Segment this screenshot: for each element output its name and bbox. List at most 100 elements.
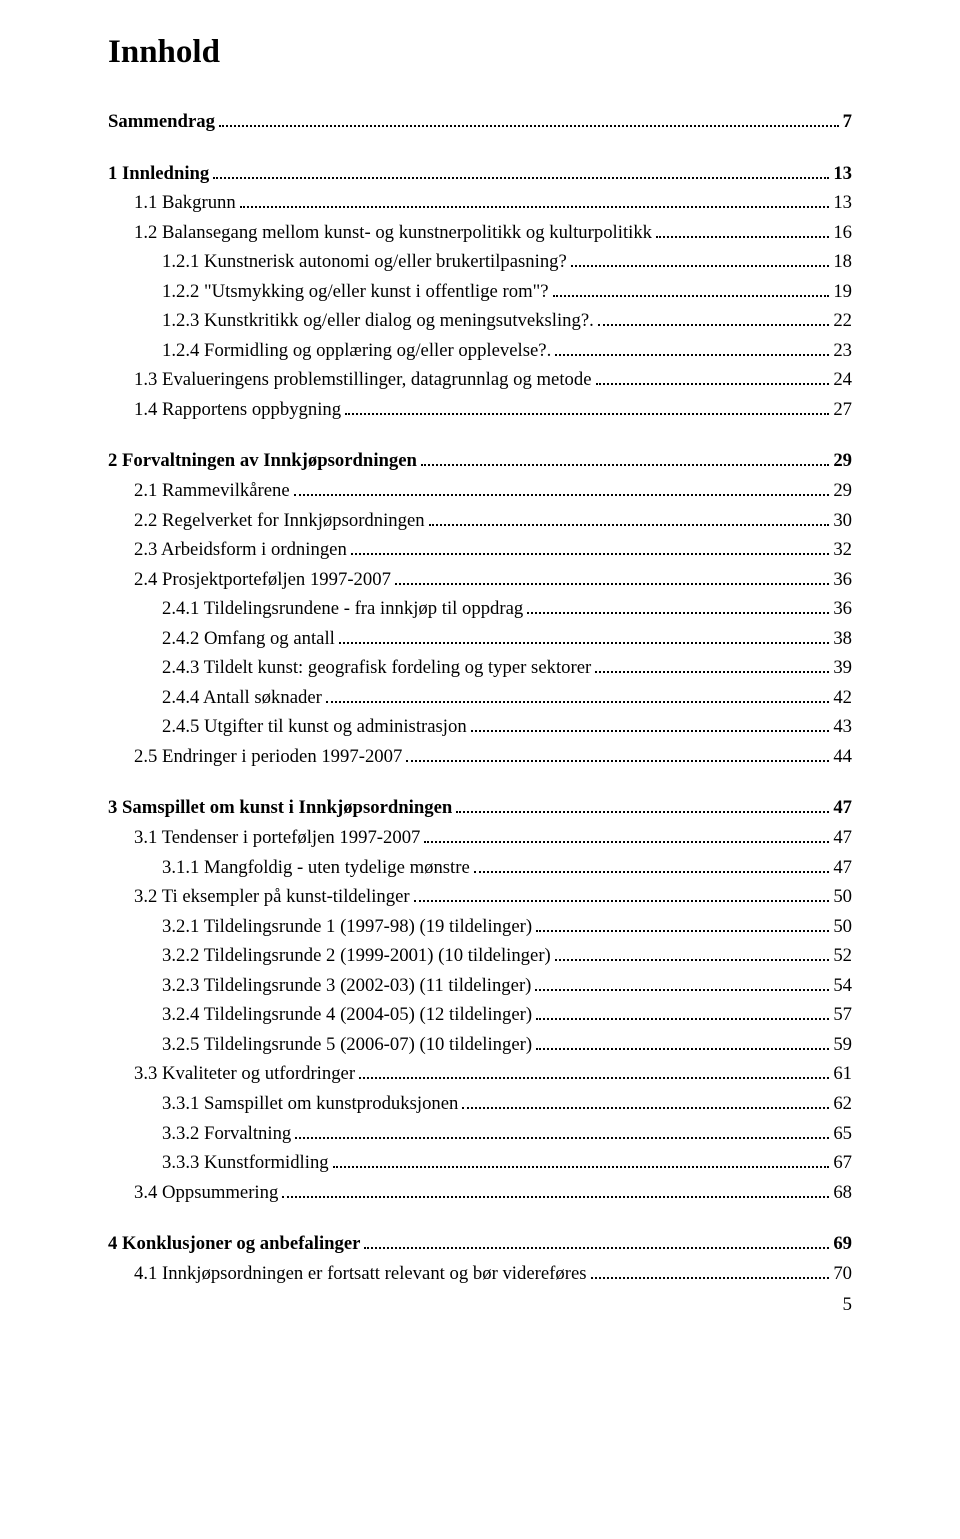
toc-entry: 2.4.3 Tildelt kunst: geografisk fordelin…	[108, 653, 852, 683]
toc-entry: 3.2.3 Tildelingsrunde 3 (2002-03) (11 ti…	[108, 971, 852, 1001]
toc-dot-leader	[536, 1018, 829, 1020]
toc-entry-page: 69	[833, 1229, 852, 1259]
toc-entry-label: 2 Forvaltningen av Innkjøpsordningen	[108, 446, 417, 476]
toc-entry-page: 13	[833, 159, 852, 189]
toc-entry: Sammendrag7	[108, 107, 852, 137]
toc-entry: 1.2.4 Formidling og opplæring og/eller o…	[108, 336, 852, 366]
toc-entry-label: 3.2.5 Tildelingsrunde 5 (2006-07) (10 ti…	[162, 1030, 532, 1060]
toc-entry-label: 3.2.3 Tildelingsrunde 3 (2002-03) (11 ti…	[162, 971, 531, 1001]
toc-entry: 1.4 Rapportens oppbygning27	[108, 395, 852, 425]
toc-dot-leader	[345, 413, 829, 415]
toc-entry-label: 3.4 Oppsummering	[134, 1178, 278, 1208]
toc-entry-label: 1.2.3 Kunstkritikk og/eller dialog og me…	[162, 306, 594, 336]
toc-entry-label: 2.4.5 Utgifter til kunst og administrasj…	[162, 712, 467, 742]
toc-entry-page: 68	[833, 1178, 852, 1208]
toc-dot-leader	[213, 177, 829, 179]
toc-dot-leader	[471, 730, 830, 732]
toc-entry-page: 23	[833, 336, 852, 366]
toc-entry-page: 36	[833, 594, 852, 624]
toc-dot-leader	[553, 295, 830, 297]
toc-entry-label: 3.3.3 Kunstformidling	[162, 1148, 329, 1178]
toc-entry-page: 42	[833, 683, 852, 713]
toc-entry: 3.2.1 Tildelingsrunde 1 (1997-98) (19 ti…	[108, 912, 852, 942]
toc-entry-label: 3.1 Tendenser i porteføljen 1997-2007	[134, 823, 420, 853]
toc-entry-label: 1.1 Bakgrunn	[134, 188, 236, 218]
toc-entry-page: 50	[833, 912, 852, 942]
toc-entry-page: 47	[833, 823, 852, 853]
toc-entry-label: 4 Konklusjoner og anbefalinger	[108, 1229, 360, 1259]
toc-entry-page: 18	[833, 247, 852, 277]
toc-dot-leader	[536, 1048, 829, 1050]
toc-entry-page: 65	[833, 1119, 852, 1149]
toc-entry-page: 19	[833, 277, 852, 307]
toc-entry: 1.1 Bakgrunn 13	[108, 188, 852, 218]
toc-dot-leader	[595, 671, 829, 673]
toc-entry-page: 59	[833, 1030, 852, 1060]
toc-entry-label: 1.3 Evalueringens problemstillinger, dat…	[134, 365, 592, 395]
toc-dot-leader	[429, 524, 830, 526]
toc-entry-label: 1.2.4 Formidling og opplæring og/eller o…	[162, 336, 551, 366]
toc-entry-label: 2.4.1 Tildelingsrundene - fra innkjøp ti…	[162, 594, 523, 624]
toc-dot-leader	[326, 701, 829, 703]
toc-entry-page: 54	[833, 971, 852, 1001]
toc-entry-page: 13	[833, 188, 852, 218]
toc-dot-leader	[282, 1196, 829, 1198]
toc-dot-leader	[414, 900, 830, 902]
toc-entry: 1.2.2 "Utsmykking og/eller kunst i offen…	[108, 277, 852, 307]
toc-entry-page: 43	[833, 712, 852, 742]
toc-entry: 4 Konklusjoner og anbefalinger 69	[108, 1229, 852, 1259]
toc-entry-page: 32	[833, 535, 852, 565]
toc-entry: 3.2.5 Tildelingsrunde 5 (2006-07) (10 ti…	[108, 1030, 852, 1060]
toc-dot-leader	[456, 811, 829, 813]
toc-entry: 2.1 Rammevilkårene29	[108, 476, 852, 506]
toc-entry: 2.5 Endringer i perioden 1997-200744	[108, 742, 852, 772]
toc-entry-page: 29	[833, 446, 852, 476]
toc-dot-leader	[656, 236, 829, 238]
toc-entry: 3.3.3 Kunstformidling 67	[108, 1148, 852, 1178]
toc-entry: 3 Samspillet om kunst i Innkjøpsordninge…	[108, 793, 852, 823]
toc-dot-leader	[421, 464, 829, 466]
toc-dot-leader	[536, 930, 829, 932]
toc-entry-page: 22	[833, 306, 852, 336]
toc-entry-label: 3.3.1 Samspillet om kunstproduksjonen	[162, 1089, 458, 1119]
table-of-contents: Sammendrag71 Innledning131.1 Bakgrunn131…	[108, 107, 852, 1288]
toc-entry-page: 47	[833, 853, 852, 883]
toc-entry-page: 67	[833, 1148, 852, 1178]
toc-entry-page: 61	[833, 1059, 852, 1089]
toc-dot-leader	[339, 642, 829, 644]
toc-entry: 2.4.2 Omfang og antall38	[108, 624, 852, 654]
toc-entry-page: 38	[833, 624, 852, 654]
toc-entry-label: 1.2.1 Kunstnerisk autonomi og/eller bruk…	[162, 247, 567, 277]
toc-entry: 3.3 Kvaliteter og utfordringer 61	[108, 1059, 852, 1089]
toc-dot-leader	[364, 1247, 829, 1249]
page-number: 5	[108, 1294, 852, 1316]
toc-dot-leader	[474, 871, 830, 873]
toc-entry-label: 2.2 Regelverket for Innkjøpsordningen	[134, 506, 425, 536]
toc-entry-page: 47	[833, 793, 852, 823]
toc-entry: 3.1.1 Mangfoldig - uten tydelige mønstre…	[108, 853, 852, 883]
toc-entry-label: 3.2.4 Tildelingsrunde 4 (2004-05) (12 ti…	[162, 1000, 532, 1030]
toc-dot-leader	[527, 612, 829, 614]
toc-entry-label: 3.2.2 Tildelingsrunde 2 (1999-2001) (10 …	[162, 941, 551, 971]
page-title: Innhold	[108, 34, 852, 71]
toc-entry: 3.2.4 Tildelingsrunde 4 (2004-05) (12 ti…	[108, 1000, 852, 1030]
toc-entry-page: 50	[833, 882, 852, 912]
toc-dot-leader	[294, 494, 830, 496]
toc-entry-page: 36	[833, 565, 852, 595]
toc-entry-page: 44	[833, 742, 852, 772]
toc-dot-leader	[555, 354, 829, 356]
toc-entry-label: 2.1 Rammevilkårene	[134, 476, 290, 506]
toc-entry: 3.4 Oppsummering 68	[108, 1178, 852, 1208]
toc-entry-label: 3.3 Kvaliteter og utfordringer	[134, 1059, 355, 1089]
toc-entry: 1 Innledning13	[108, 159, 852, 189]
toc-dot-leader	[598, 324, 829, 326]
toc-entry: 1.2 Balansegang mellom kunst- og kunstne…	[108, 218, 852, 248]
toc-dot-leader	[240, 206, 830, 208]
toc-entry: 2.4.5 Utgifter til kunst og administrasj…	[108, 712, 852, 742]
toc-entry-page: 52	[833, 941, 852, 971]
toc-entry-page: 62	[833, 1089, 852, 1119]
toc-entry-label: 4.1 Innkjøpsordningen er fortsatt releva…	[134, 1259, 587, 1289]
toc-entry-label: 2.3 Arbeidsform i ordningen	[134, 535, 347, 565]
toc-dot-leader	[424, 841, 829, 843]
toc-dot-leader	[462, 1107, 829, 1109]
